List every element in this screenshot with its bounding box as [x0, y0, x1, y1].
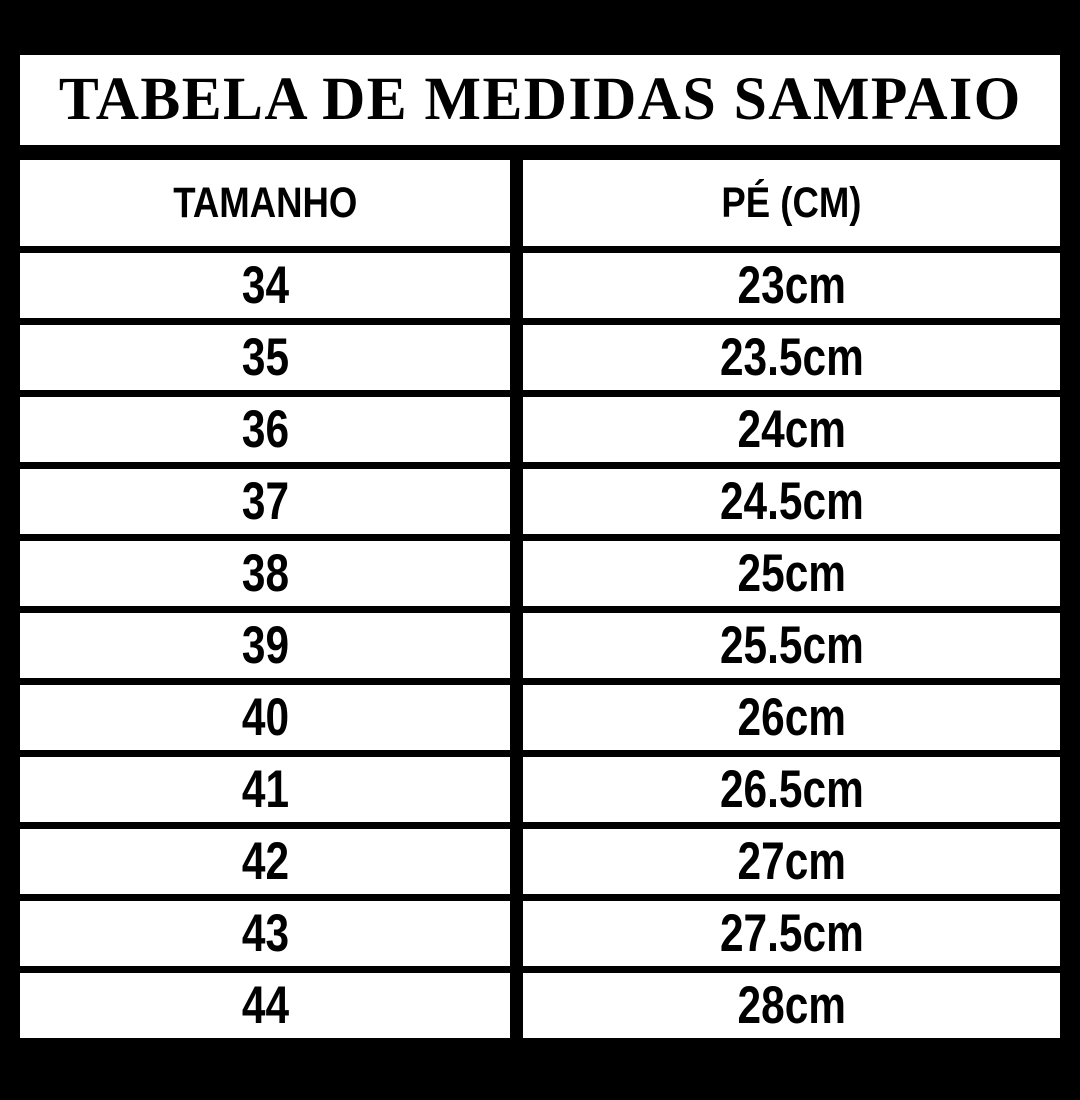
table-row: 34 23cm [20, 253, 1060, 318]
size-value: 37 [241, 472, 289, 531]
size-value: 42 [241, 832, 289, 891]
size-cell: 43 [20, 901, 510, 966]
foot-length-cell: 25.5cm [523, 613, 1060, 678]
table-row: 43 27.5cm [20, 901, 1060, 966]
table-row: 36 24cm [20, 397, 1060, 462]
table-row: 42 27cm [20, 829, 1060, 894]
foot-length-value: 25.5cm [719, 616, 864, 675]
size-cell: 44 [20, 973, 510, 1038]
size-cell: 36 [20, 397, 510, 462]
foot-length-cell: 26cm [523, 685, 1060, 750]
foot-length-value: 24.5cm [719, 472, 864, 531]
foot-length-value: 27.5cm [719, 904, 864, 963]
foot-length-value: 23.5cm [719, 328, 864, 387]
size-cell: 37 [20, 469, 510, 534]
size-cell: 40 [20, 685, 510, 750]
size-value: 40 [241, 688, 289, 747]
table-row: 41 26.5cm [20, 757, 1060, 822]
header-cell-pe-cm: PÉ (CM) [523, 160, 1060, 246]
size-value: 35 [241, 328, 289, 387]
size-cell: 35 [20, 325, 510, 390]
table-row: 37 24.5cm [20, 469, 1060, 534]
foot-length-value: 25cm [737, 544, 846, 603]
chart-title-banner: TABELA DE MEDIDAS SAMPAIO [20, 55, 1060, 145]
header-label-tamanho: TAMANHO [172, 178, 358, 227]
foot-length-value: 23cm [737, 256, 846, 315]
header-cell-tamanho: TAMANHO [20, 160, 510, 246]
foot-length-cell: 23cm [523, 253, 1060, 318]
size-cell: 39 [20, 613, 510, 678]
size-value: 43 [241, 904, 289, 963]
size-cell: 34 [20, 253, 510, 318]
foot-length-value: 28cm [737, 976, 846, 1035]
table-row: 38 25cm [20, 541, 1060, 606]
foot-length-cell: 24cm [523, 397, 1060, 462]
table-row: 40 26cm [20, 685, 1060, 750]
size-cell: 41 [20, 757, 510, 822]
foot-length-cell: 23.5cm [523, 325, 1060, 390]
foot-length-cell: 26.5cm [523, 757, 1060, 822]
chart-title: TABELA DE MEDIDAS SAMPAIO [58, 66, 1022, 133]
table-header-row: TAMANHO PÉ (CM) [20, 160, 1060, 246]
foot-length-value: 26cm [737, 688, 846, 747]
size-cell: 38 [20, 541, 510, 606]
size-value: 41 [241, 760, 289, 819]
table-row: 35 23.5cm [20, 325, 1060, 390]
table-row: 44 28cm [20, 973, 1060, 1038]
size-cell: 42 [20, 829, 510, 894]
header-label-pe-cm: PÉ (CM) [721, 178, 862, 227]
foot-length-cell: 27cm [523, 829, 1060, 894]
size-value: 39 [241, 616, 289, 675]
size-value: 44 [241, 976, 289, 1035]
foot-length-value: 24cm [737, 400, 846, 459]
foot-length-value: 26.5cm [719, 760, 864, 819]
size-value: 34 [241, 256, 289, 315]
foot-length-value: 27cm [737, 832, 846, 891]
foot-length-cell: 28cm [523, 973, 1060, 1038]
foot-length-cell: 24.5cm [523, 469, 1060, 534]
table-row: 39 25.5cm [20, 613, 1060, 678]
size-value: 36 [241, 400, 289, 459]
size-table: TAMANHO PÉ (CM) 34 23cm 35 23.5cm 36 24c… [20, 160, 1060, 1038]
foot-length-cell: 25cm [523, 541, 1060, 606]
foot-length-cell: 27.5cm [523, 901, 1060, 966]
size-value: 38 [241, 544, 289, 603]
